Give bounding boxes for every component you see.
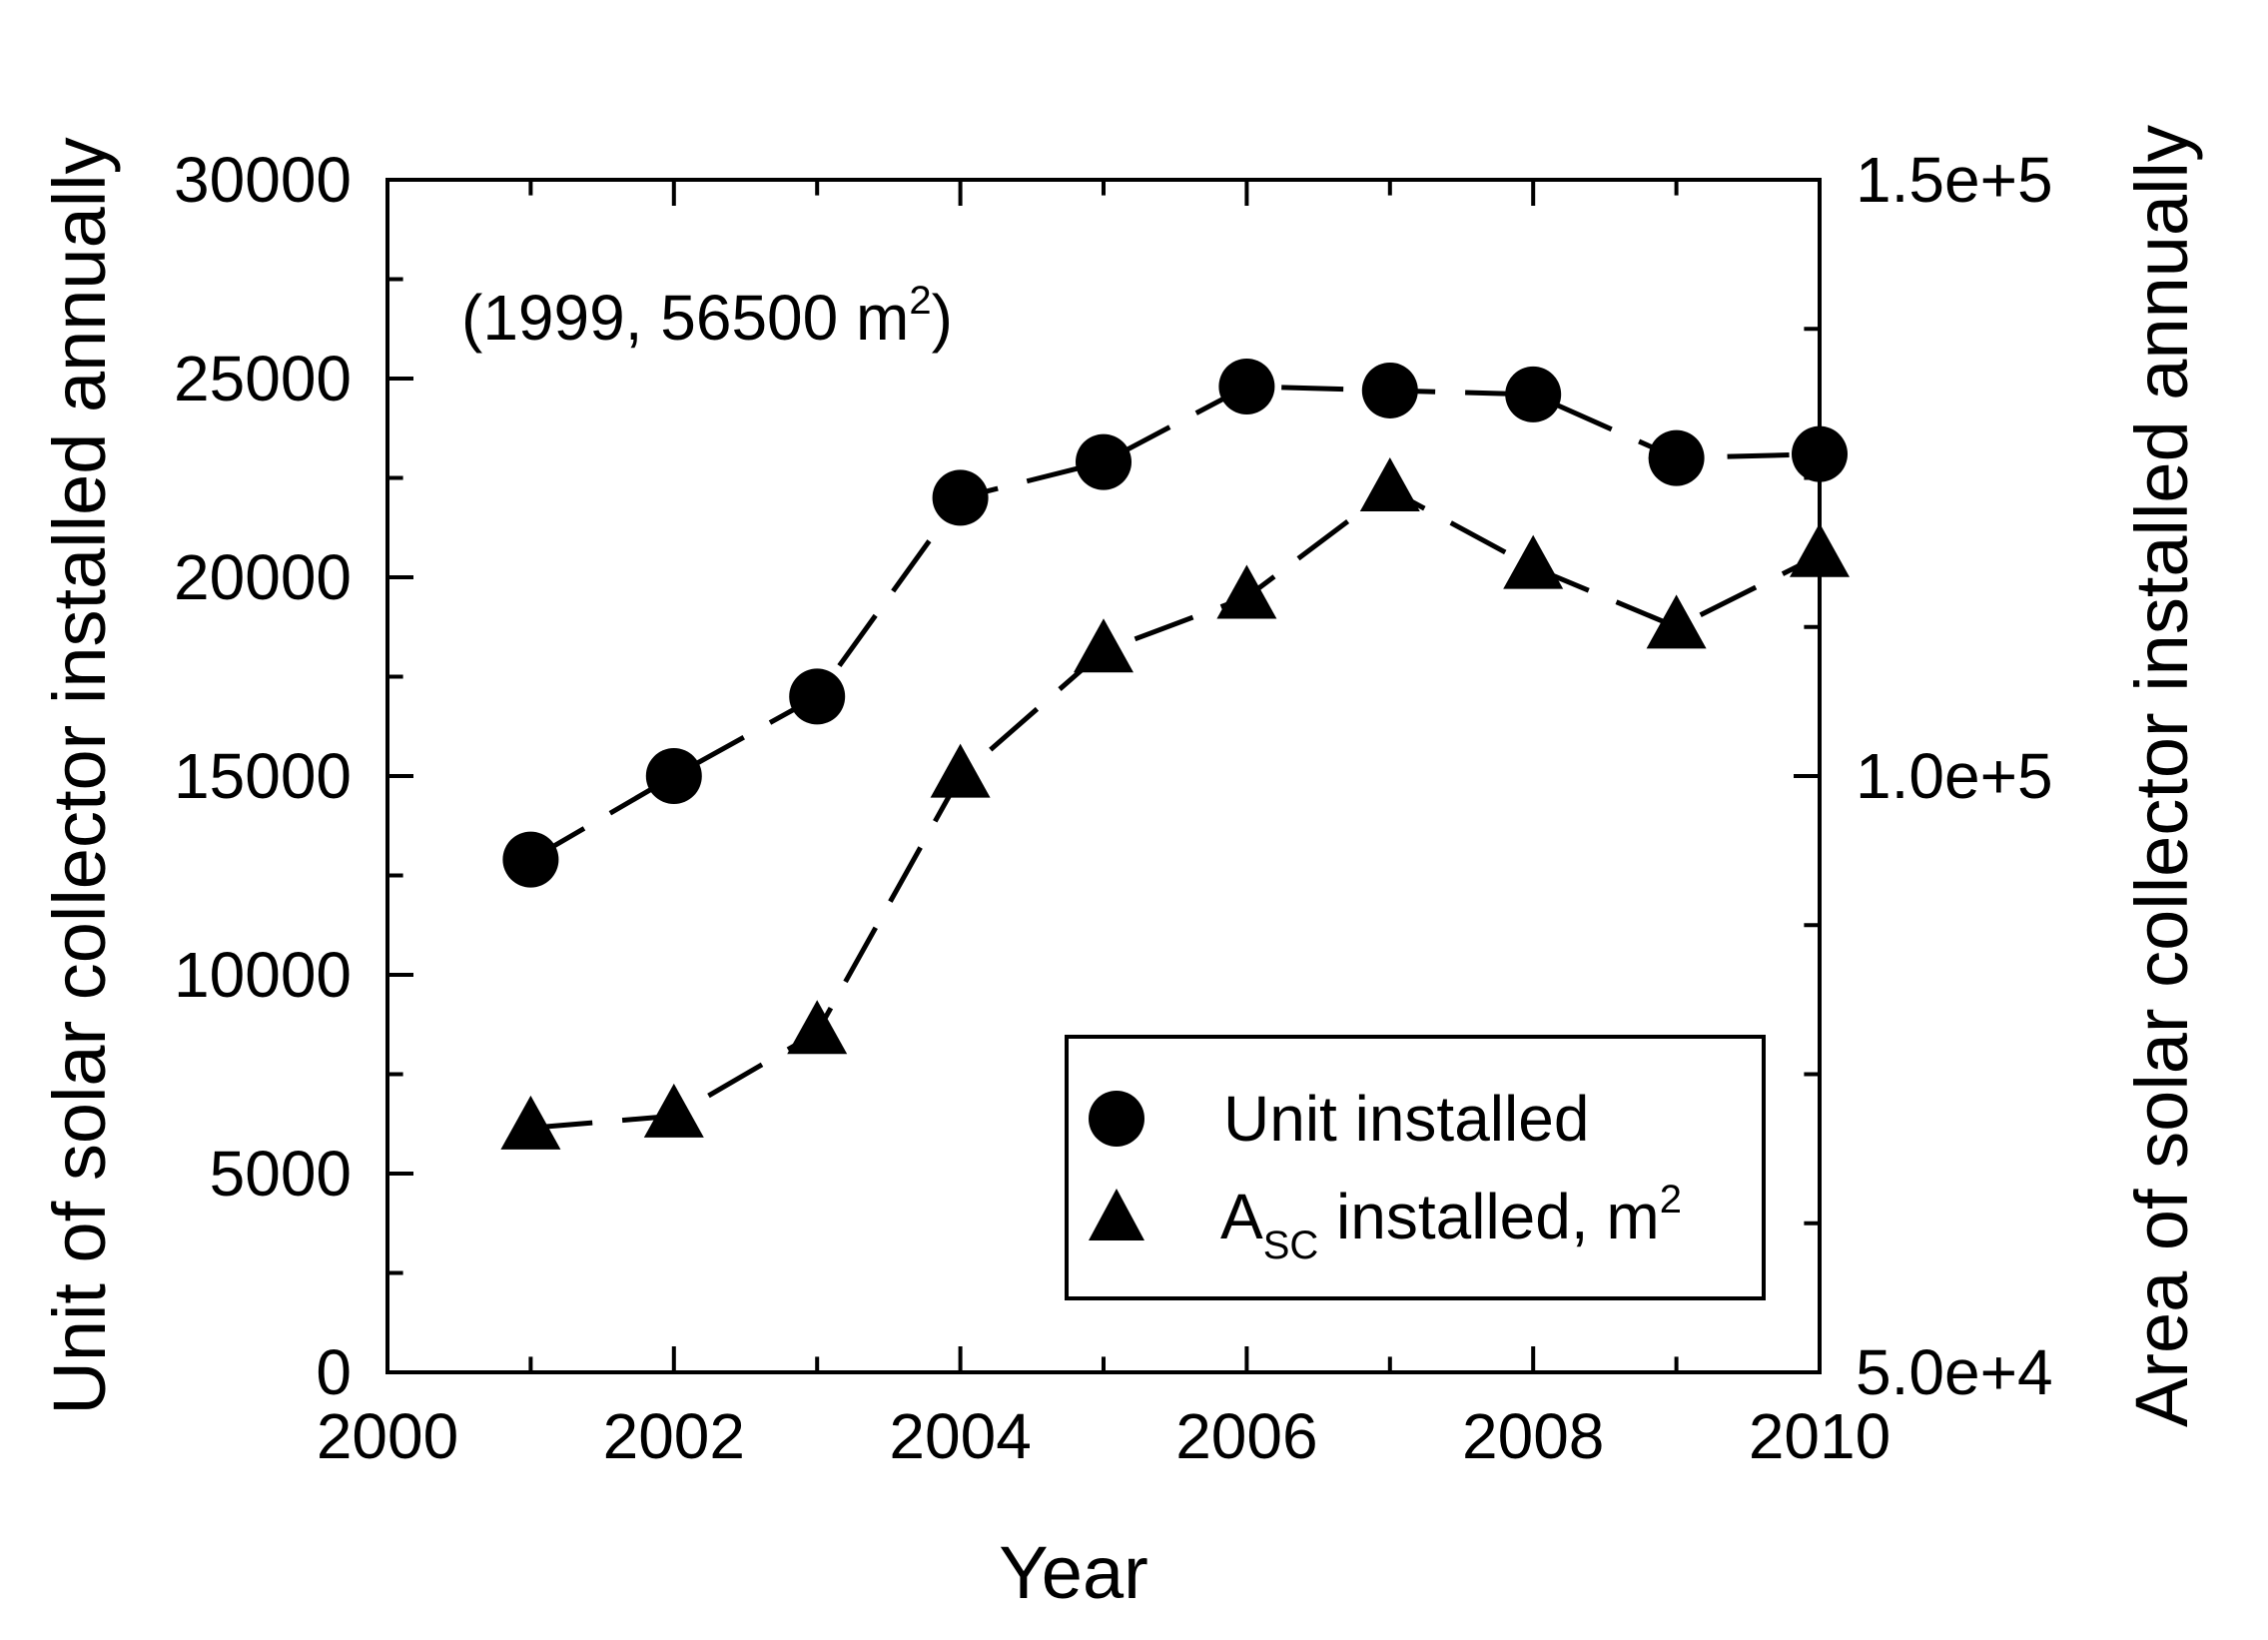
series-line-area <box>530 486 1822 1131</box>
unit-point-2008 <box>1505 366 1562 422</box>
unit-point-2001 <box>502 831 559 888</box>
area-point-2006 <box>1216 564 1277 619</box>
x-tick-label: 2006 <box>1175 1400 1317 1472</box>
legend-area-main: A <box>1220 1181 1263 1252</box>
unit-point-2004 <box>932 469 989 526</box>
x-axis-title: Year <box>999 1531 1148 1614</box>
legend-circle-marker <box>1089 1091 1144 1147</box>
legend: Unit installed ASC installed, m2 <box>1065 1035 1766 1300</box>
y-tick-label: 20000 <box>174 541 352 613</box>
legend-triangle-marker <box>1089 1189 1144 1240</box>
y2-tick-label: 5.0e+4 <box>1856 1336 2053 1408</box>
unit-point-2006 <box>1218 358 1275 414</box>
area-point-2003 <box>787 1000 848 1055</box>
area-point-2004 <box>930 743 991 798</box>
y-tick-label: 25000 <box>174 343 352 414</box>
y-tick-label: 0 <box>316 1336 352 1408</box>
y-tick-label: 15000 <box>174 740 352 812</box>
legend-area-sub: SC <box>1263 1224 1319 1267</box>
annotation-superscript: 2 <box>909 279 931 323</box>
annotation-close: ) <box>932 282 953 354</box>
axis-ticks <box>385 178 1822 1374</box>
legend-area-rest: installed, m <box>1318 1181 1659 1252</box>
series-lines <box>529 384 1822 1131</box>
legend-area-sup: 2 <box>1660 1178 1682 1222</box>
unit-point-2005 <box>1076 433 1132 490</box>
x-tick-label: 2004 <box>889 1400 1031 1472</box>
series-line-unit <box>529 384 1821 862</box>
y2-tick-label: 1.5e+5 <box>1856 144 2053 216</box>
y-tick-label: 5000 <box>210 1138 352 1210</box>
area-point-2007 <box>1359 457 1420 512</box>
area-point-2002 <box>643 1083 704 1138</box>
area-point-2005 <box>1074 618 1134 673</box>
axis-tick-labels: 2000 2002 2004 2006 2008 2010 0 5000 10000 15000 2… <box>174 144 2053 1472</box>
x-tick-label: 2010 <box>1749 1400 1890 1472</box>
annotation-1999: (1999, 56500 m2) <box>461 279 953 354</box>
unit-point-2010 <box>1792 425 1848 482</box>
unit-point-2007 <box>1361 362 1418 418</box>
legend-unit-label: Unit installed <box>1223 1083 1589 1155</box>
area-point-2010 <box>1790 522 1850 577</box>
y-tick-label: 30000 <box>174 144 352 216</box>
area-point-2009 <box>1646 594 1707 649</box>
unit-point-2002 <box>645 748 702 804</box>
unit-point-2009 <box>1648 429 1705 486</box>
x-tick-label: 2000 <box>317 1400 458 1472</box>
x-tick-label: 2002 <box>603 1400 745 1472</box>
annotation-text: (1999, 56500 m <box>461 282 909 354</box>
x-tick-label: 2008 <box>1462 1400 1604 1472</box>
legend-box <box>1065 1035 1766 1300</box>
legend-area-label: ASC installed, m2 <box>1220 1178 1682 1267</box>
y-tick-label: 10000 <box>174 939 352 1011</box>
y2-axis-title: Area of solar collector installed annual… <box>2120 125 2203 1427</box>
series-markers <box>500 358 1850 1150</box>
area-point-2008 <box>1503 534 1564 589</box>
y-axis-title: Unit of solar collector installed annual… <box>38 137 121 1414</box>
unit-point-2003 <box>789 668 846 725</box>
y2-tick-label: 1.0e+5 <box>1856 740 2053 812</box>
area-point-2001 <box>500 1095 561 1150</box>
